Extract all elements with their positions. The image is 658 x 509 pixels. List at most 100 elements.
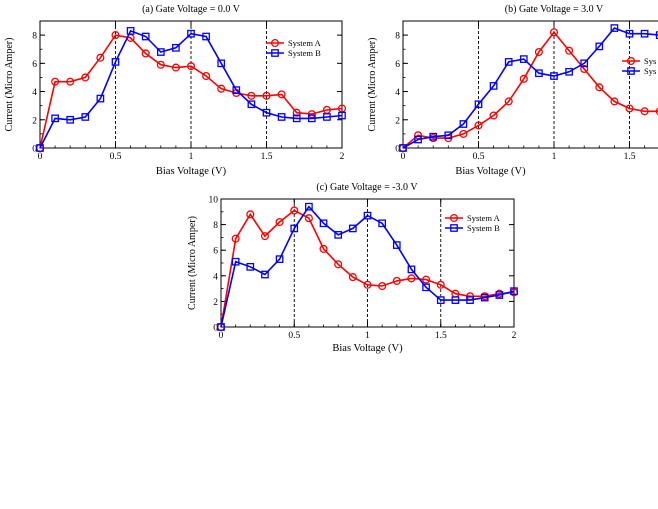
- chart-c-data-point: [363, 211, 372, 220]
- chart-c-data-point: [261, 270, 269, 279]
- chart-c-x-tick-label: 0.5: [288, 331, 300, 341]
- chart-a-data-point: [111, 31, 120, 40]
- chart-a-data-point: [247, 100, 256, 109]
- chart-a-x-tick-label: 1: [189, 152, 194, 162]
- chart-b-data-point: [519, 55, 528, 63]
- chart-b-y-tick-label: 4: [395, 88, 400, 98]
- chart-c-x-tick-label: 1.5: [435, 331, 447, 341]
- chart-b-series-line: [402, 31, 658, 149]
- chart-b-data-point: [595, 42, 604, 51]
- chart-c-data-point: [217, 323, 225, 331]
- chart-a-data-point: [186, 62, 196, 71]
- chart-b-data-point: [519, 74, 528, 83]
- chart-b-data-point: [414, 135, 422, 144]
- chart-b-data-point: [580, 59, 589, 68]
- chart-b-legend-marker: [626, 56, 636, 66]
- chart-b-data-point: [580, 64, 589, 74]
- chart-a-x-tick-label: 0.5: [110, 152, 122, 162]
- chart-c-data-point: [260, 232, 270, 241]
- chart-a-data-point: [156, 48, 165, 56]
- chart-a-data-point: [141, 49, 150, 58]
- chart-b-data-point: [640, 29, 649, 38]
- chart-a-data-point: [277, 90, 286, 99]
- chart-a-y-axis-label: Current (Micro Amper): [4, 38, 15, 132]
- chart-a-data-point: [156, 60, 165, 69]
- chart-a-data-point: [81, 113, 90, 121]
- chart-c-data-point: [480, 293, 489, 302]
- chart-c-legend-label: System B: [467, 223, 500, 233]
- chart-a-data-point: [66, 77, 75, 86]
- chart-c-data-point: [378, 219, 387, 228]
- chart-b-legend-label: Sys: [644, 56, 656, 66]
- chart-a-data-point: [96, 53, 105, 62]
- chart-c-x-tick-label: 0: [219, 331, 224, 341]
- chart-c-legend-label: System A: [467, 213, 501, 223]
- chart-a-data-point: [111, 58, 120, 66]
- chart-c-series-system-b: [217, 202, 518, 331]
- chart-a-series-line: [39, 34, 343, 149]
- chart-c-y-tick-label: 6: [213, 247, 218, 257]
- chart-b-data-point: [549, 28, 559, 37]
- chart-b-data-point: [504, 58, 513, 66]
- chart-a-data-point: [323, 113, 331, 121]
- chart-a-data-point: [262, 91, 271, 100]
- chart-c-data-point: [363, 280, 372, 289]
- chart-b-plot-frame: [402, 20, 658, 149]
- chart-a-title: (a) Gate Voltage = 0.0 V: [142, 4, 241, 15]
- chart-b-y-tick-label: 8: [395, 32, 400, 42]
- chart-b-data-point: [625, 29, 634, 38]
- chart-b-data-point: [610, 24, 619, 32]
- chart-c-y-tick-label: 10: [209, 196, 219, 206]
- chart-a-data-point: [247, 91, 256, 100]
- chart-c-data-point: [422, 275, 431, 284]
- chart-a-x-tick-label: 0: [38, 152, 43, 162]
- chart-b-y-tick-label: 0: [395, 145, 400, 155]
- chart-a-data-point: [307, 114, 316, 123]
- chart-b-data-point: [610, 97, 619, 106]
- chart-c-data-point: [392, 241, 401, 249]
- chart-c-data-point: [334, 230, 343, 239]
- chart-c-data-point: [290, 206, 299, 215]
- chart-b-x-tick-label: 0.5: [473, 152, 485, 162]
- chart-b-data-point: [489, 82, 498, 90]
- chart-a-data-point: [171, 63, 180, 72]
- chart-a-data-point: [51, 77, 60, 86]
- chart-c-data-point: [246, 210, 255, 219]
- chart-c-x-tick-label: 2: [512, 331, 517, 341]
- chart-c-y-axis-label: Current (Micro Amper): [187, 216, 198, 310]
- chart-c-data-point: [231, 257, 240, 266]
- chart-b-data-point: [459, 129, 468, 138]
- chart-b-x-tick-label: 0: [401, 152, 406, 162]
- chart-c-data-point: [334, 260, 343, 269]
- chart-a-x-tick-label: 1.5: [261, 152, 273, 162]
- chart-panel-a: (a) Gate Voltage = 0.0 V 0 0.5 1 1.5 2 0 2 4 6 8 Bi…: [4, 4, 347, 177]
- chart-b-data-point: [534, 47, 543, 57]
- chart-c-y-tick-label: 2: [213, 298, 218, 308]
- chart-c-data-point: [246, 262, 255, 271]
- chart-a-legend-label: System B: [288, 48, 321, 58]
- chart-panel-b: (b) Gate Voltage = 3.0 V 0 0.5 1 1.5 0 2 4 6 8 Bia…: [367, 4, 658, 177]
- chart-b-data-point: [489, 111, 498, 120]
- chart-a-data-point: [96, 94, 105, 103]
- chart-a-data-point: [338, 111, 346, 120]
- chart-a-y-tick-label: 8: [32, 32, 37, 42]
- chart-c-data-point: [407, 265, 416, 274]
- chart-b-data-point: [399, 144, 407, 152]
- chart-c-data-point: [275, 255, 284, 264]
- chart-a-legend-marker: [271, 49, 279, 57]
- chart-a-series-system-b: [36, 27, 346, 152]
- chart-b-data-point: [474, 121, 483, 130]
- chart-c-data-point: [319, 219, 328, 228]
- chart-c-data-point: [422, 283, 430, 292]
- chart-b-y-tick-label: 6: [395, 60, 400, 70]
- chart-a-series-line: [39, 29, 343, 149]
- chart-b-legend-marker: [627, 67, 635, 75]
- chart-a-data-point: [202, 32, 210, 41]
- chart-c-data-point: [510, 287, 518, 296]
- chart-b-series-system-b: [399, 24, 658, 152]
- chart-c-x-axis-label: Bias Voltage (V): [332, 343, 403, 354]
- chart-c-data-point: [305, 202, 313, 211]
